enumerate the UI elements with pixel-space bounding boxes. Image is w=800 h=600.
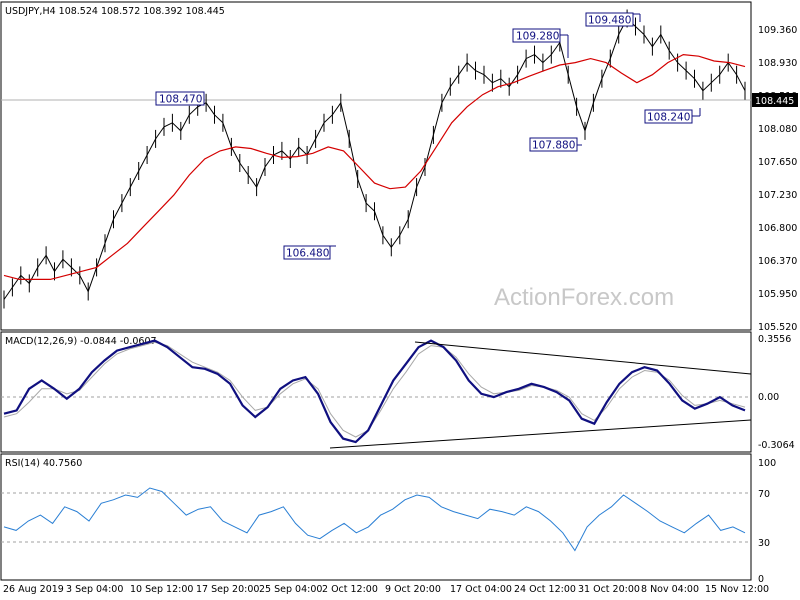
price-ytick: 109.360 [758, 25, 797, 36]
xtick: 31 Oct 20:00 [578, 584, 640, 595]
annotation-box [529, 137, 578, 152]
annotation-label: 108.240 [647, 112, 690, 124]
current-price-box [752, 93, 798, 107]
xtick: 17 Sep 20:00 [196, 584, 259, 595]
xtick: 15 Nov 12:00 [705, 584, 769, 595]
xtick: 26 Aug 2019 [3, 584, 64, 595]
macd-ytick: 0.3556 [758, 334, 791, 345]
macd-upper-trendline [414, 341, 752, 375]
rsi-ytick: 70 [758, 489, 770, 500]
xtick: 3 Sep 04:00 [66, 584, 123, 595]
annotation-label: 109.480 [588, 15, 631, 27]
xtick: 24 Oct 12:00 [514, 584, 576, 595]
annotation-box [512, 28, 561, 43]
xtick: 10 Sep 12:00 [130, 584, 193, 595]
macd-lower-trendline [329, 419, 752, 449]
price-annotations: 108.470 106.480 109.280 107.880 109.480 … [155, 12, 701, 260]
price-ytick: 107.650 [758, 157, 797, 168]
macd-main-line [3, 339, 746, 444]
rsi-panel [0, 453, 752, 581]
xtick: 17 Oct 04:00 [450, 584, 512, 595]
annotation-label: 108.470 [159, 94, 202, 106]
price-ytick: 105.950 [758, 289, 797, 300]
xtick: 25 Sep 04:00 [259, 584, 322, 595]
annotation-label: 109.280 [516, 31, 559, 43]
price-ytick: 108.930 [758, 58, 797, 69]
rsi-ytick: 100 [758, 458, 776, 469]
price-ytick: 107.230 [758, 190, 797, 201]
price-panel [0, 1, 752, 331]
x-axis: 26 Aug 2019 3 Sep 04:00 10 Sep 12:00 17 … [3, 584, 769, 595]
annotation-label: 106.480 [286, 248, 329, 260]
macd-signal-line [3, 341, 746, 438]
annotation-box [283, 245, 331, 260]
annotation-box [155, 91, 205, 106]
macd-ytick: 0.00 [758, 392, 779, 403]
price-ytick: 108.080 [758, 124, 797, 135]
price-ytick: 105.520 [758, 322, 797, 333]
rsi-line [3, 487, 746, 552]
watermark: ActionForex.com [494, 284, 674, 311]
price-series-line [3, 17, 746, 300]
xtick: 2 Oct 12:00 [322, 584, 378, 595]
price-ytick: 106.800 [758, 223, 797, 234]
price-ytick: 106.370 [758, 256, 797, 267]
xtick: 8 Nov 04:00 [641, 584, 699, 595]
rsi-y-axis: 100 70 30 0 [758, 458, 776, 585]
macd-y-axis: 0.3556 0.00 -0.3064 [758, 334, 795, 451]
xtick: 9 Oct 20:00 [385, 584, 441, 595]
price-title: USDJPY,H4 108.524 108.572 108.392 108.44… [5, 6, 225, 17]
current-price-label: 108.445 [755, 96, 794, 107]
annotation-label: 107.880 [532, 140, 575, 152]
macd-ytick: -0.3064 [758, 440, 795, 451]
moving-average-line [3, 53, 746, 280]
rsi-ytick: 30 [758, 538, 770, 549]
rsi-ytick: 0 [758, 574, 764, 585]
macd-title: MACD(12,26,9) -0.0844 -0.0607 [5, 336, 157, 347]
macd-panel [0, 331, 752, 453]
rsi-title: RSI(14) 40.7560 [5, 458, 82, 469]
annotation-box [644, 109, 693, 124]
annotation-box [585, 12, 634, 27]
